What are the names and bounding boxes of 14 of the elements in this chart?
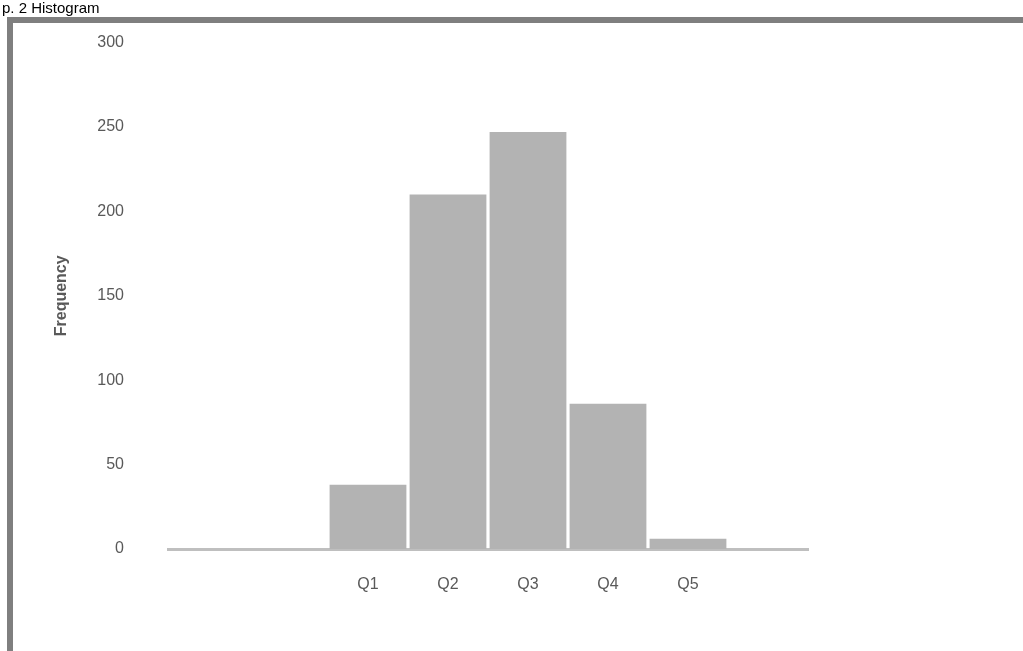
x-tick-label: Q4 [597, 575, 619, 593]
y-tick-label: 200 [97, 201, 125, 219]
y-tick-label: 50 [106, 455, 125, 473]
x-tick-label: Q2 [437, 575, 459, 593]
y-tick-label: 100 [97, 370, 125, 388]
y-tick-label: 0 [115, 539, 125, 557]
y-tick-label: 300 [97, 33, 125, 51]
x-tick-label: Q1 [357, 575, 379, 593]
x-tick-label: Q5 [677, 575, 699, 593]
x-tick-label: Q3 [517, 575, 539, 593]
y-tick-label: 250 [97, 117, 125, 135]
y-tick-label: 150 [97, 286, 125, 304]
y-axis-title: Frequency [52, 255, 70, 337]
chart-title: p. 2 Histogram [2, 0, 100, 16]
